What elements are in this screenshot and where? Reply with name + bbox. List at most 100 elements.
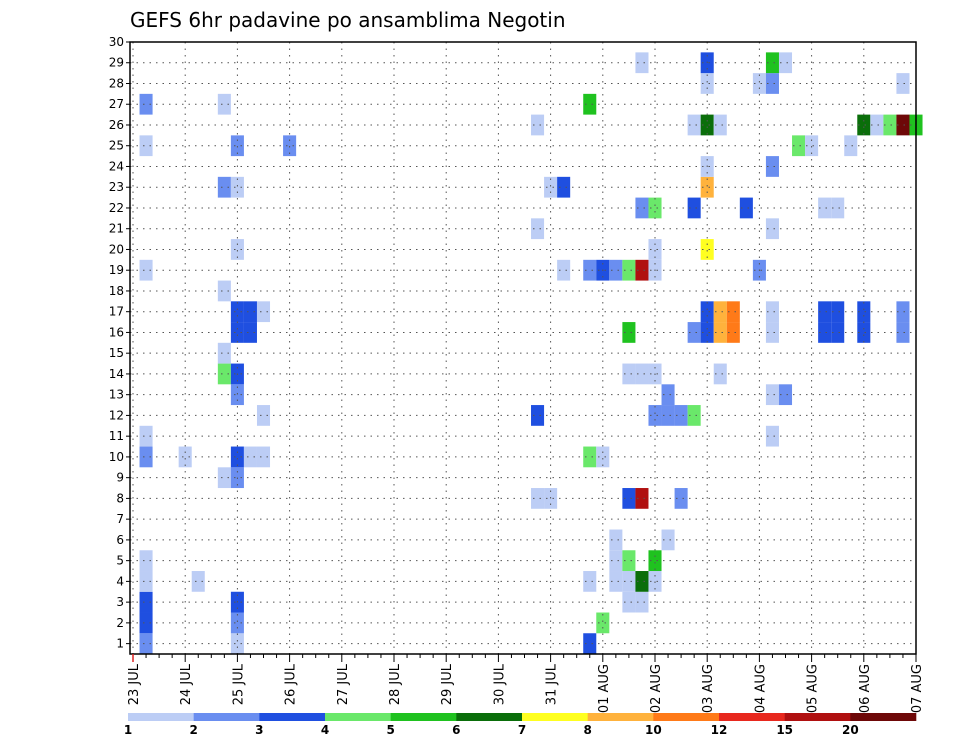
heatmap-cell [139, 591, 153, 613]
heatmap-cell [713, 322, 727, 343]
x-tick-label: 02 AUG [649, 664, 664, 713]
heatmap-cell [792, 135, 806, 157]
x-tick-label: 27 JUL [336, 663, 351, 705]
heatmap-cell [765, 52, 779, 74]
y-tick-label: 17 [109, 305, 124, 319]
heatmap-cell [805, 135, 819, 157]
heatmap-cell [217, 176, 231, 198]
heatmap-cell [648, 405, 662, 426]
heatmap-cell [230, 446, 244, 468]
heatmap-cell [217, 363, 231, 385]
heatmap-cell [635, 363, 649, 385]
heatmap-cell [648, 550, 662, 572]
heatmap-cell [674, 405, 688, 426]
colorbar-swatch [456, 713, 523, 721]
heatmap-cell [230, 322, 244, 343]
heatmap-cell [765, 73, 779, 94]
heatmap-cell [687, 114, 701, 136]
heatmap-cell [700, 322, 714, 343]
heatmap-cell [700, 176, 714, 198]
colorbar-tick-label: 8 [583, 723, 591, 737]
heatmap-cell [256, 446, 271, 468]
y-tick-label: 22 [109, 201, 124, 215]
heatmap-cell [178, 446, 192, 468]
heatmap-cell [622, 571, 636, 592]
heatmap-cell [243, 322, 257, 343]
heatmap-cell [256, 301, 271, 323]
heatmap-cell [700, 73, 714, 94]
colorbar-swatch [325, 713, 391, 721]
heatmap-cell [674, 488, 688, 509]
heatmap-cell [635, 571, 649, 592]
chart-title: GEFS 6hr padavine po ansamblima Negotin [130, 8, 566, 32]
colorbar-tick-label: 15 [776, 723, 793, 737]
heatmap-cell [622, 591, 636, 613]
colorbar-swatch [850, 713, 917, 721]
y-tick-label: 6 [116, 533, 124, 547]
heatmap-cell [609, 529, 623, 551]
heatmap-cell [609, 571, 623, 592]
heatmap-cell [230, 176, 244, 198]
x-tick-label: 01 AUG [597, 664, 612, 713]
heatmap-cell [217, 93, 231, 115]
heatmap-cell [687, 322, 701, 343]
heatmap-cell [544, 176, 558, 198]
y-tick-label: 2 [116, 616, 124, 630]
colorbar-swatch [259, 713, 326, 721]
colorbar-swatch [193, 713, 260, 721]
colorbar-tick-label: 7 [518, 723, 526, 737]
y-tick-label: 30 [109, 35, 124, 49]
heatmap-cell [583, 571, 597, 592]
x-tick-label: 06 AUG [858, 664, 873, 713]
heatmap-cell [896, 301, 910, 323]
y-tick-label: 19 [109, 263, 124, 277]
y-tick-label: 9 [116, 471, 124, 485]
colorbar-tick-label: 6 [452, 723, 460, 737]
heatmap-cell [139, 550, 153, 572]
y-tick-label: 29 [109, 56, 124, 70]
heatmap-cell [217, 280, 231, 302]
heatmap-cell [139, 571, 153, 592]
heatmap-cell [557, 176, 571, 198]
heatmap-cell [870, 114, 884, 136]
heatmap-cell [635, 52, 649, 74]
heatmap-cell [622, 259, 636, 281]
x-tick-label: 04 AUG [753, 664, 768, 713]
colorbar-swatch [784, 713, 851, 721]
y-tick-label: 10 [109, 450, 124, 464]
heatmap-cell [635, 259, 649, 281]
heatmap-cell [726, 322, 740, 343]
colorbar-swatch [719, 713, 785, 721]
colorbar-tick-label: 1 [124, 723, 132, 737]
heatmap-cell [139, 446, 153, 468]
heatmap-cell [739, 197, 753, 219]
heatmap-cell [596, 446, 610, 468]
heatmap-cell [896, 114, 910, 136]
heatmap-cell [531, 114, 545, 136]
colorbar-tick-label: 4 [321, 723, 329, 737]
heatmap-cell [778, 52, 793, 74]
heatmap-cell [256, 405, 271, 426]
heatmap-cell [217, 467, 231, 489]
x-tick-label: 31 JUL [545, 663, 560, 705]
heatmap-cell [622, 363, 636, 385]
y-tick-label: 7 [116, 512, 124, 526]
heatmap-cell [687, 197, 701, 219]
heatmap-cell [896, 322, 910, 343]
heatmap-cell [217, 342, 231, 364]
heatmap-cell [583, 633, 597, 654]
x-tick-label: 24 JUL [179, 663, 194, 705]
colorbar: 1 2 3 4 5 6 7 8 10 12 15 20 [124, 713, 917, 737]
heatmap-cell [713, 363, 727, 385]
y-tick-label: 23 [109, 180, 124, 194]
heatmap-cell [243, 301, 257, 323]
heatmap-cell [531, 488, 545, 509]
colorbar-tick-label: 20 [842, 723, 859, 737]
heatmap-cell [857, 322, 871, 343]
y-tick-label: 25 [109, 139, 124, 153]
heatmap-cell [765, 425, 779, 447]
heatmap-cell [622, 322, 636, 343]
colorbar-swatch [522, 713, 588, 721]
x-tick-label: 28 JUL [388, 663, 403, 705]
